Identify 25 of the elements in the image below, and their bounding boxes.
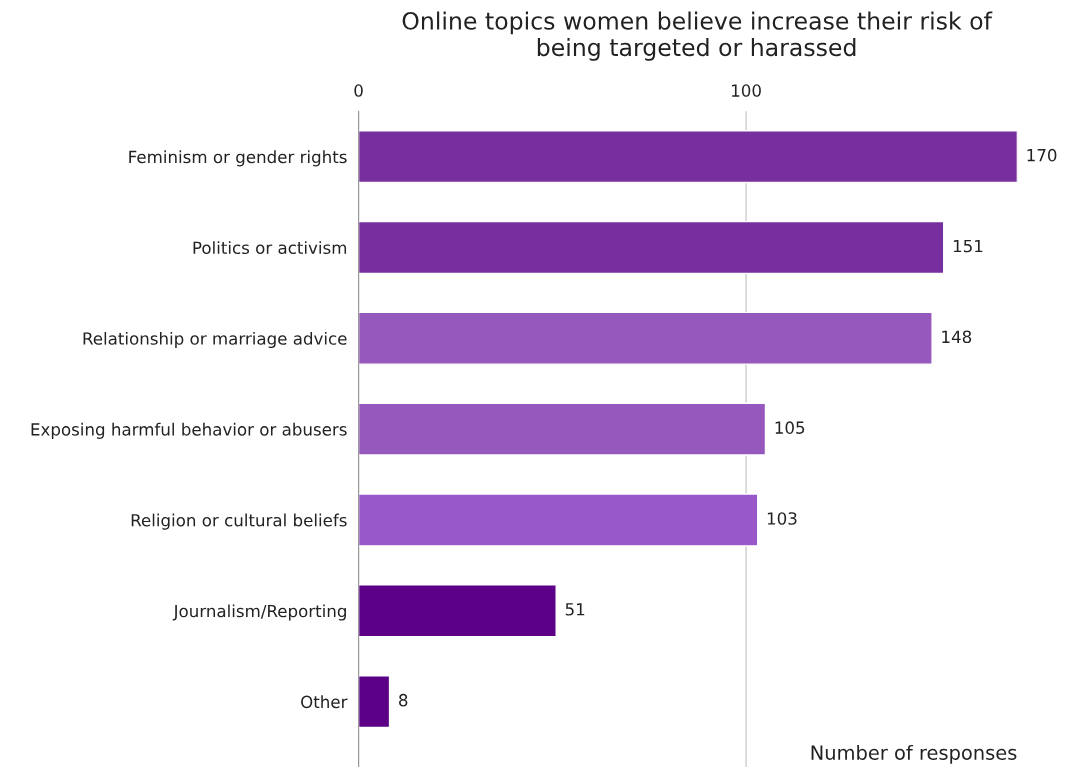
bar [358,311,933,365]
data-label: 51 [565,603,585,616]
bar [358,220,945,275]
bar [358,130,1018,184]
y-tick-label: Feminism or gender rights [129,150,347,167]
y-tick-label: Politics or activism [193,241,347,255]
x-axis-title: Number of responses [811,744,1017,764]
data-label: 148 [942,330,972,344]
data-label: 151 [953,239,983,253]
chart-title: Online topics women believe increase their risk of being targeted or harassed [402,11,993,61]
data-label: 105 [775,421,805,434]
data-label: 170 [1027,148,1057,162]
y-tick-label: Other [301,695,348,709]
y-tick-label: Exposing harmful behavior or abusers [31,422,347,439]
y-tick-label: Relationship or marriage advice [83,331,347,349]
bar [358,493,759,547]
y-tick-label: Religion or cultural beliefs [131,513,347,530]
bar [358,675,391,729]
bar [358,584,557,638]
x-tick-label: 0 [354,84,363,97]
x-tick-label: 100 [732,84,761,97]
data-label: 103 [767,512,797,525]
bar [358,402,767,456]
data-label: 8 [399,693,408,707]
y-tick-label: Journalism/Reporting [172,604,346,621]
